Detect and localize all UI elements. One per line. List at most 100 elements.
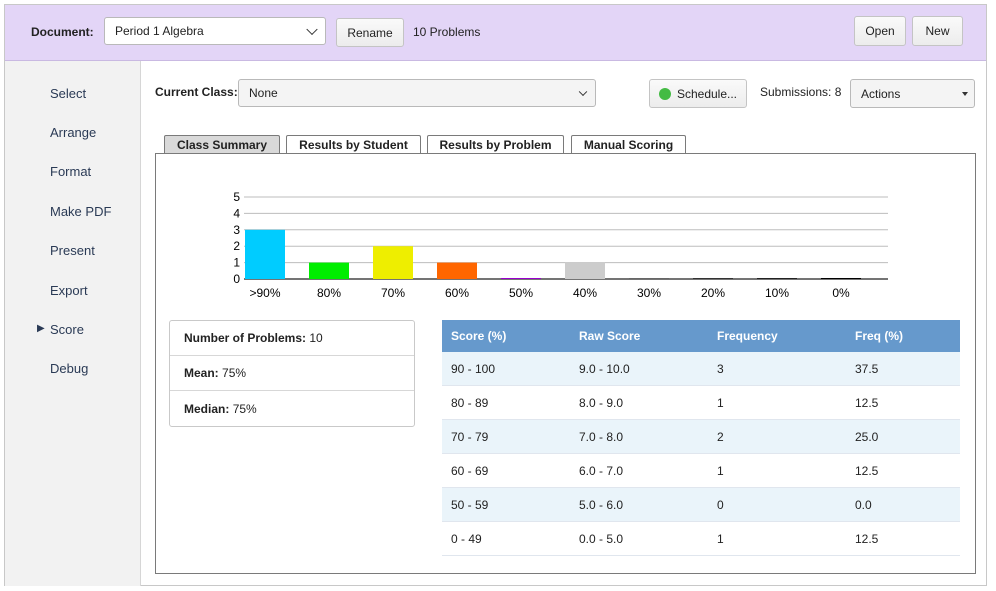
table-cell: 3: [708, 352, 846, 386]
table-cell: 9.0 - 10.0: [570, 352, 708, 386]
stat-mean: Mean: 75%: [170, 356, 414, 391]
rename-button[interactable]: Rename: [336, 18, 404, 47]
sidebar-item-label: Make PDF: [50, 204, 112, 219]
chart-bar: [245, 229, 285, 279]
tab-label: Class Summary: [176, 138, 268, 152]
x-tick-label: 40%: [573, 286, 597, 300]
schedule-button-label: Schedule...: [676, 86, 738, 101]
table-row: 80 - 89 8.0 - 9.0 1 12.5: [442, 385, 960, 420]
y-tick-label: 2: [233, 239, 240, 253]
summary-stats: Number of Problems: 10 Mean: 75% Median:…: [169, 320, 415, 427]
sidebar-item-label: Select: [50, 86, 87, 101]
schedule-button[interactable]: Schedule...: [649, 79, 747, 108]
table-cell: 0.0 - 5.0: [570, 521, 708, 556]
frequency-table: Score (%) Raw Score Frequency Freq (%) 9…: [442, 320, 960, 556]
table-row: 90 - 100 9.0 - 10.0 3 37.5: [442, 352, 960, 386]
sidebar-item-score[interactable]: ▶ Score: [5, 320, 140, 340]
document-toolbar: Document: Period 1 Algebra Rename 10 Pro…: [5, 5, 986, 61]
table-cell: 7.0 - 8.0: [570, 419, 708, 454]
tab-results-by-student[interactable]: Results by Student: [286, 135, 421, 154]
selected-arrow-icon: ▶: [37, 323, 45, 334]
sidebar-item-make-pdf[interactable]: Make PDF: [5, 202, 140, 222]
sidebar-item-present[interactable]: Present: [5, 241, 140, 261]
table-cell: 2: [708, 419, 846, 454]
table-cell: 0 - 49: [442, 521, 570, 556]
chart-bar: [373, 246, 413, 279]
status-dot-icon: [658, 87, 671, 100]
sidebar-item-export[interactable]: Export: [5, 281, 140, 301]
actions-select[interactable]: Actions: [850, 79, 975, 108]
app-window: Document: Period 1 Algebra Rename 10 Pro…: [4, 4, 987, 586]
table-row: 70 - 79 7.0 - 8.0 2 25.0: [442, 419, 960, 454]
table-cell: 1: [708, 521, 846, 556]
x-tick-label: 80%: [317, 286, 341, 300]
document-select[interactable]: Period 1 Algebra: [104, 17, 326, 45]
open-button-label: Open: [865, 24, 895, 38]
sidebar-item-label: Present: [50, 243, 95, 258]
sidebar-item-arrange[interactable]: Arrange: [5, 123, 140, 143]
submissions-count: Submissions: 8: [760, 85, 842, 99]
open-button[interactable]: Open: [854, 16, 906, 46]
table-cell: 0.0: [846, 487, 960, 522]
table-cell: 37.5: [846, 352, 960, 386]
table-header-row: Score (%) Raw Score Frequency Freq (%): [442, 320, 960, 352]
x-tick-label: >90%: [249, 286, 280, 300]
sidebar-item-label: Format: [50, 164, 92, 179]
table-row: 50 - 59 5.0 - 6.0 0 0.0: [442, 487, 960, 522]
stat-label: Mean:: [184, 366, 219, 380]
chevron-down-icon: [578, 87, 588, 97]
new-button[interactable]: New: [912, 16, 963, 46]
sidebar-item-debug[interactable]: Debug: [5, 359, 140, 379]
y-tick-label: 1: [233, 256, 240, 270]
document-select-value: Period 1 Algebra: [115, 24, 204, 38]
chart-bar: [501, 278, 541, 279]
tab-results-by-problem[interactable]: Results by Problem: [427, 135, 564, 154]
column-header: Score (%): [442, 320, 570, 352]
table-cell: 12.5: [846, 521, 960, 556]
table-cell: 50 - 59: [442, 487, 570, 522]
y-tick-label: 5: [233, 190, 240, 204]
x-tick-label: 10%: [765, 286, 789, 300]
tab-manual-scoring[interactable]: Manual Scoring: [571, 135, 686, 154]
chart-bar: [821, 278, 861, 279]
chart-bar: [757, 278, 797, 279]
table-cell: 12.5: [846, 385, 960, 420]
stat-label: Median:: [184, 401, 230, 416]
chart-bar: [693, 278, 733, 279]
sidebar-item-label: Arrange: [50, 125, 97, 140]
sidebar-item-select[interactable]: Select: [5, 84, 140, 104]
document-label: Document:: [31, 25, 94, 39]
y-tick-label: 0: [233, 272, 240, 286]
table-cell: 70 - 79: [442, 419, 570, 454]
x-tick-label: 70%: [381, 286, 405, 300]
table-cell: 1: [708, 385, 846, 420]
sidebar-item-format[interactable]: Format: [5, 162, 140, 182]
table-cell: 8.0 - 9.0: [570, 385, 708, 420]
tab-label: Results by Problem: [439, 138, 552, 152]
x-tick-label: 30%: [637, 286, 661, 300]
table-cell: 25.0: [846, 419, 960, 454]
stat-label: Number of Problems:: [184, 331, 307, 345]
current-class-value: None: [249, 86, 278, 100]
current-class-label: Current Class:: [155, 85, 238, 99]
sidebar-item-label: Debug: [50, 361, 89, 376]
problem-count: 10 Problems: [413, 25, 481, 39]
chart-bar: [629, 278, 669, 279]
table-cell: 90 - 100: [442, 352, 570, 386]
stat-value: 10: [309, 331, 323, 345]
stat-value: 75%: [222, 366, 247, 380]
x-tick-label: 50%: [509, 286, 533, 300]
current-class-select[interactable]: None: [238, 79, 596, 107]
table-row: 60 - 69 6.0 - 7.0 1 12.5: [442, 453, 960, 488]
chart-bar: [437, 262, 477, 279]
x-tick-label: 20%: [701, 286, 725, 300]
x-tick-label: 0%: [832, 286, 850, 300]
column-header: Frequency: [708, 320, 846, 352]
sidebar-item-label: Score: [50, 322, 84, 337]
chart-bar: [565, 262, 605, 279]
tab-class-summary[interactable]: Class Summary: [164, 135, 280, 154]
stat-num-problems: Number of Problems: 10: [170, 321, 414, 356]
stat-median: Median: 75%: [170, 391, 414, 426]
actions-select-value: Actions: [861, 86, 901, 101]
caret-down-icon: [962, 92, 968, 96]
